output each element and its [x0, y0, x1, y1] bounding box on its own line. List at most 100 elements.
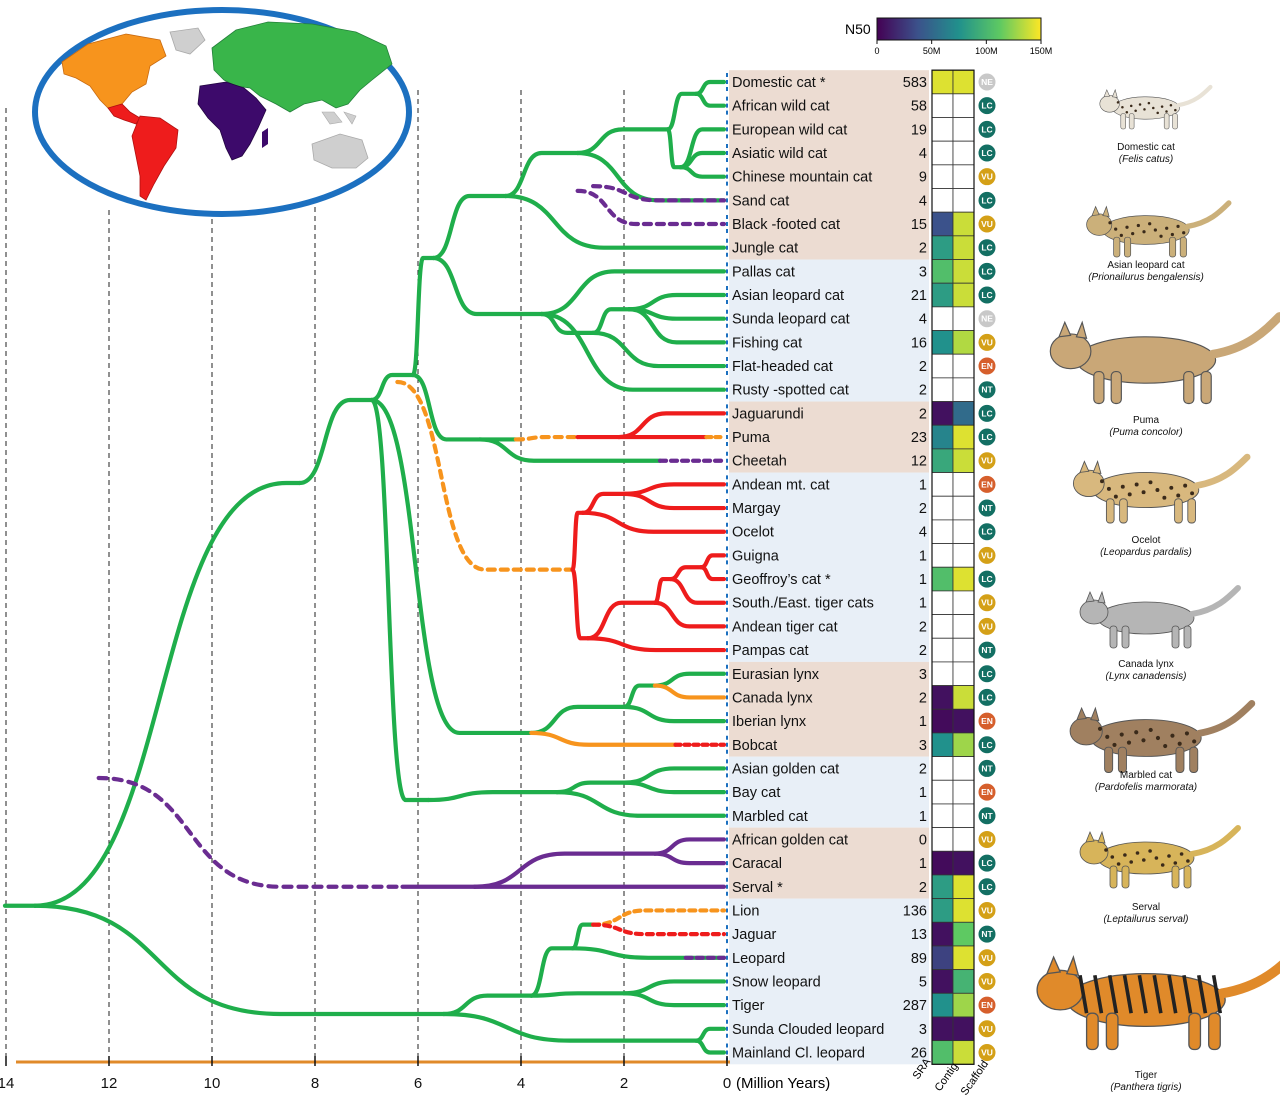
colorbar-tick-label: 0 — [874, 46, 879, 56]
colorbar-tick-label: 100M — [975, 46, 998, 56]
species-label: Rusty -spotted cat — [732, 383, 849, 399]
branch-58 — [652, 671, 727, 688]
branch-23 — [591, 184, 727, 203]
illustration-caption: Tiger — [1135, 1070, 1158, 1081]
status-code: NT — [981, 929, 993, 939]
scaffold-cell — [952, 614, 975, 639]
contig-cell — [931, 472, 954, 497]
status-badge — [977, 758, 997, 778]
status-badge — [977, 522, 997, 542]
species-label: Puma — [732, 430, 771, 446]
contig-cell — [931, 779, 954, 805]
branch-57 — [621, 683, 657, 709]
band-1 — [729, 259, 929, 402]
iucn-status-column: NE LC LC LC VU LC VU LC LC LC NE VU EN NT LC LC VU EN NT LC… — [977, 72, 997, 1062]
scaffold-cell — [952, 140, 975, 166]
heatmap-border — [931, 69, 975, 1065]
scaffold-cell — [952, 803, 975, 829]
branch-55 — [699, 565, 727, 582]
branch-50 — [652, 576, 673, 605]
sra-count: 1 — [919, 856, 927, 872]
sra-count: 2 — [919, 501, 927, 517]
species-label: Pampas cat — [732, 643, 809, 659]
branch-72 — [652, 851, 727, 866]
status-badge — [977, 569, 997, 589]
contig-cell — [931, 732, 954, 757]
scaffold-cell — [952, 637, 975, 663]
sra-count: 23 — [911, 430, 927, 446]
sra-count: 13 — [911, 927, 927, 943]
status-badge — [977, 285, 997, 305]
status-badge — [977, 72, 997, 92]
axis-tick-label: 10 — [204, 1075, 221, 1092]
status-code: VU — [981, 1047, 993, 1057]
species-label: Domestic cat * — [732, 75, 826, 91]
status-badge — [977, 640, 997, 660]
branch-66 — [621, 780, 727, 795]
contig-cell — [931, 259, 954, 284]
contig-cell — [931, 188, 954, 213]
scaffold-cell — [952, 282, 975, 308]
scaffold-cell — [952, 330, 975, 355]
branch-6 — [369, 372, 415, 403]
status-code: NT — [981, 503, 993, 513]
branch-28 — [591, 330, 727, 369]
status-badge — [977, 687, 997, 707]
branch-18 — [694, 79, 727, 96]
status-code: EN — [981, 1000, 993, 1010]
branch-56 — [529, 704, 627, 736]
branch-20 — [678, 127, 727, 170]
status-code: VU — [981, 621, 993, 631]
status-badge — [977, 782, 997, 802]
contig-cell — [931, 164, 954, 189]
sra-count: 2 — [919, 359, 927, 375]
status-code: VU — [981, 337, 993, 347]
species-label: Pallas cat — [732, 264, 795, 280]
sra-count: 1 — [919, 809, 927, 825]
species-label: Black -footed cat — [732, 217, 840, 233]
contig-cell — [931, 401, 954, 426]
status-badge — [977, 664, 997, 684]
contig-cell — [931, 945, 954, 971]
status-badge — [977, 616, 997, 636]
sra-count: 9 — [919, 170, 927, 186]
contig-cell — [931, 614, 954, 639]
band-4 — [729, 661, 929, 757]
contig-cell — [931, 685, 954, 710]
scaffold-cell — [952, 117, 975, 142]
status-badge — [977, 143, 997, 163]
branch-19 — [694, 91, 727, 108]
sra-count: 21 — [911, 288, 927, 304]
species-label: Fishing cat — [732, 335, 802, 351]
contig-cell — [931, 519, 954, 544]
status-code: NE — [981, 77, 993, 87]
cat-illustration — [1079, 585, 1241, 649]
phylogenetic-tree — [2, 79, 727, 1055]
band-5 — [729, 756, 929, 828]
scaffold-cell — [952, 945, 975, 971]
scaffold-cell — [952, 685, 975, 710]
axis-tick-label: 4 — [517, 1075, 525, 1092]
branch-63 — [426, 790, 560, 803]
branch-53 — [668, 576, 727, 605]
status-code: LC — [981, 408, 992, 418]
branch-80 — [621, 979, 727, 996]
status-badge — [977, 806, 997, 826]
branch-59 — [652, 683, 727, 700]
status-badge — [977, 829, 997, 849]
sra-count: 0 — [919, 832, 927, 848]
axis-tick-label: 12 — [101, 1075, 118, 1092]
species-label: Caracal — [732, 856, 782, 872]
illustration-caption: Ocelot — [1132, 535, 1161, 546]
contig-cell — [931, 850, 954, 876]
status-badge — [977, 167, 997, 187]
branch-17 — [665, 91, 699, 132]
species-label: Eurasian lynx — [732, 667, 820, 683]
world-map-inset — [32, 7, 412, 217]
branch-27 — [591, 307, 632, 336]
branch-41 — [395, 379, 575, 572]
scaffold-cell — [952, 874, 975, 900]
species-label: Asian golden cat — [732, 761, 839, 777]
species-label: Bobcat — [732, 738, 777, 754]
